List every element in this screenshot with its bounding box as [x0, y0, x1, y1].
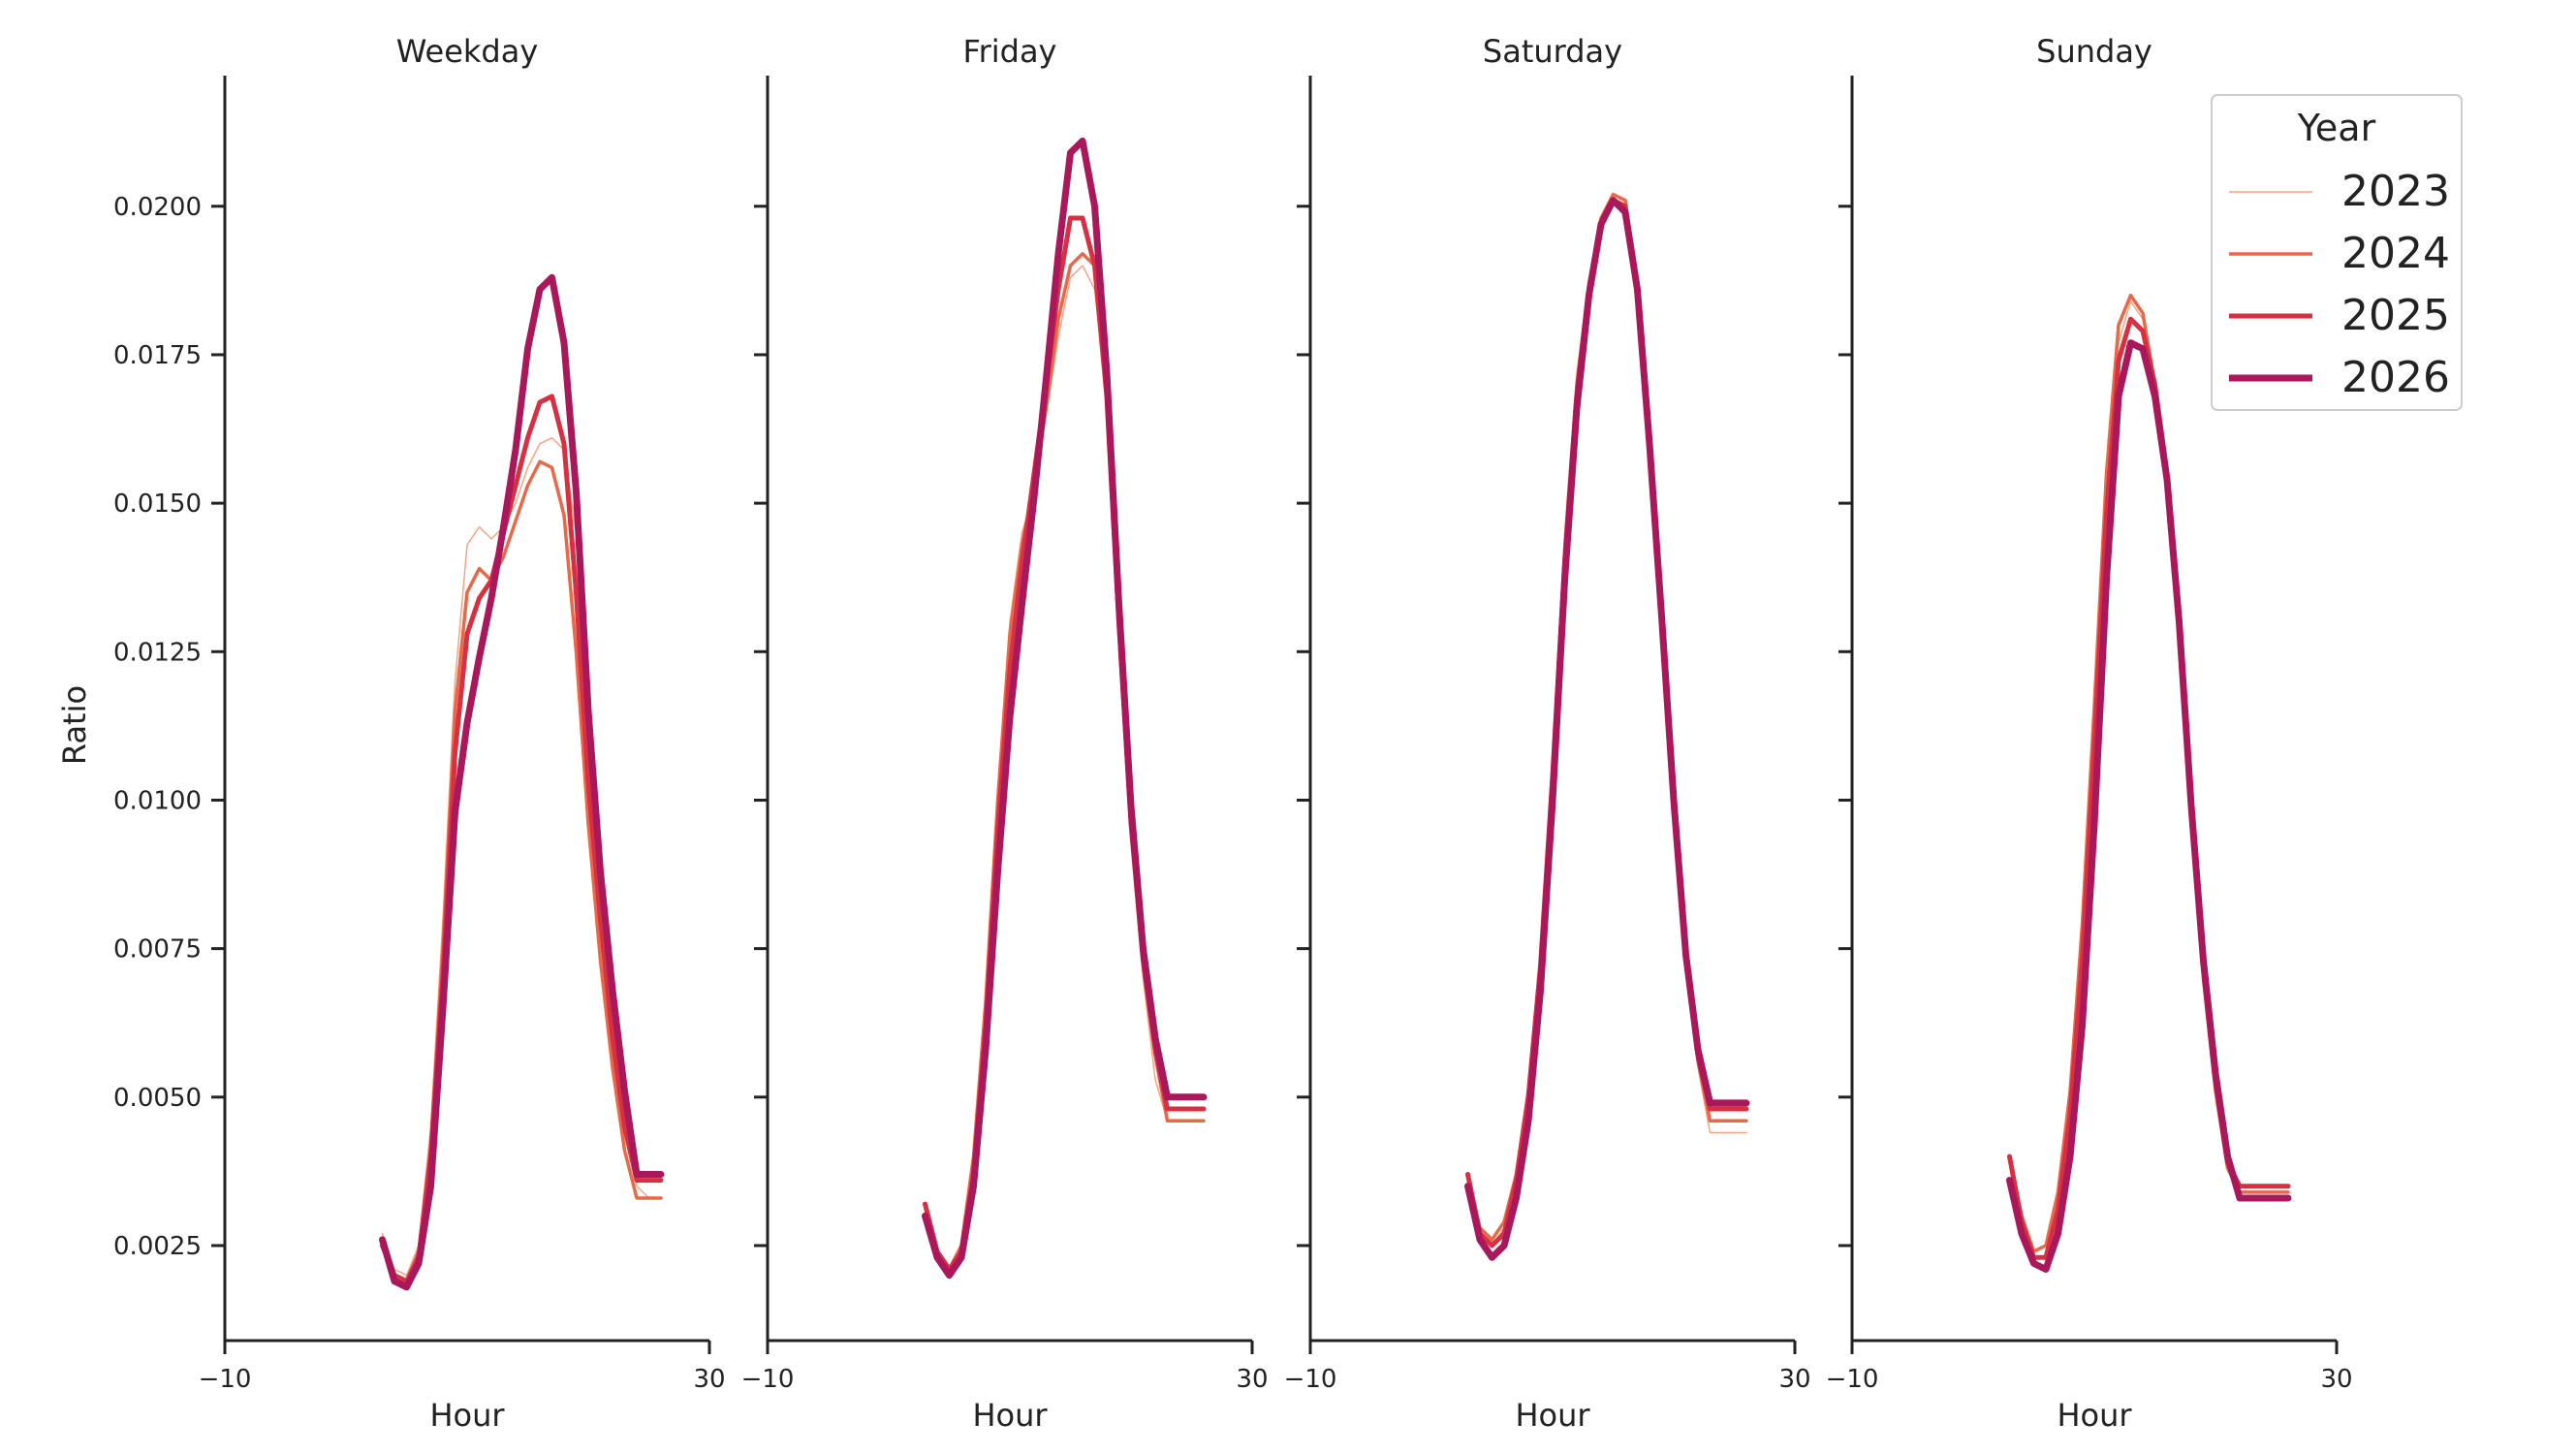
y-tick-label: 0.0025 — [113, 1232, 202, 1261]
legend-label-2025: 2025 — [2341, 291, 2450, 340]
x-tick-label: 30 — [2320, 1365, 2352, 1394]
y-tick-label: 0.0175 — [113, 341, 202, 370]
panel-title: Friday — [963, 33, 1057, 70]
series-line-2023 — [2008, 300, 2289, 1252]
y-tick-label: 0.0050 — [113, 1084, 202, 1113]
x-axis-title: Hour — [2057, 1397, 2132, 1434]
series-line-2024 — [923, 252, 1206, 1272]
x-tick-label: 30 — [1236, 1365, 1268, 1394]
series-line-2024 — [380, 459, 663, 1283]
y-tick-label: 0.0075 — [113, 935, 202, 964]
series-line-2026 — [1464, 197, 1750, 1261]
series-line-2026 — [922, 137, 1208, 1280]
series-line-2026 — [379, 273, 665, 1291]
legend-title: Year — [2297, 107, 2376, 149]
legend: Year 2023 2024 2025 2026 — [2211, 94, 2463, 411]
x-tick-label: 30 — [693, 1365, 725, 1394]
panel-title: Sunday — [2036, 33, 2152, 70]
panel-weekday: Weekday 0.0025 0.0050 0.0075 0.0100 0.0125 0.0… — [113, 33, 726, 1434]
panels-layer: Weekday 0.0025 0.0050 0.0075 0.0100 0.0125 0.0… — [113, 33, 2353, 1434]
x-tick-label: −10 — [199, 1365, 252, 1394]
legend-label-2023: 2023 — [2341, 167, 2450, 216]
series-line-2023 — [924, 265, 1205, 1271]
y-tick-label: 0.0150 — [113, 490, 202, 519]
x-tick-label: −10 — [741, 1365, 795, 1394]
series-line-2026 — [2006, 339, 2292, 1273]
panel-sunday: Sunday −10 30 Hour — [1826, 33, 2353, 1434]
x-tick-label: −10 — [1284, 1365, 1337, 1394]
panel-title: Weekday — [396, 33, 539, 70]
y-tick-label: 0.0200 — [113, 193, 202, 222]
series-line-2024 — [2007, 293, 2290, 1253]
legend-box — [2211, 94, 2463, 411]
y-axis-title: Ratio — [56, 685, 93, 765]
x-axis-title: Hour — [429, 1397, 505, 1434]
series-line-2025 — [923, 215, 1207, 1272]
y-tick-label: 0.0100 — [113, 786, 202, 815]
legend-label-2024: 2024 — [2341, 229, 2450, 278]
series-line-2025 — [380, 394, 664, 1284]
series-line-2023 — [381, 436, 662, 1277]
x-axis-title: Hour — [972, 1397, 1048, 1434]
x-tick-label: −10 — [1826, 1365, 1879, 1394]
series-line-2025 — [2007, 316, 2291, 1260]
panel-title: Saturday — [1483, 33, 1622, 70]
panel-saturday: Saturday −10 30 Hour — [1284, 33, 1811, 1434]
x-tick-label: 30 — [1778, 1365, 1810, 1394]
panel-friday: Friday −10 30 Hour — [741, 33, 1269, 1434]
x-axis-title: Hour — [1515, 1397, 1590, 1434]
y-tick-label: 0.0125 — [113, 638, 202, 667]
legend-label-2026: 2026 — [2341, 353, 2450, 402]
